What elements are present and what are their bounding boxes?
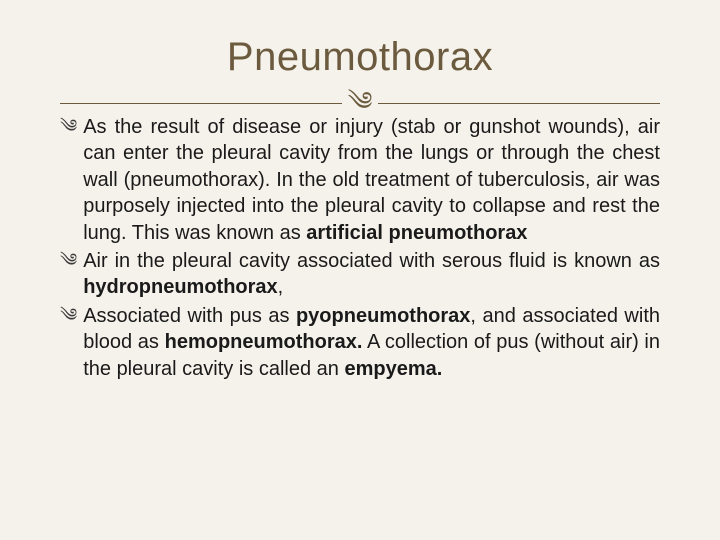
bullet-list: ༄As the result of disease or injury (sta…	[60, 114, 660, 382]
list-item: ༄As the result of disease or injury (sta…	[60, 114, 660, 246]
bullet-text: Air in the pleural cavity associated wit…	[83, 248, 660, 301]
title-divider: ༄	[60, 90, 660, 116]
bold-text: hydropneumothorax	[83, 276, 277, 298]
bold-text: pyopneumothorax	[296, 305, 470, 327]
list-item: ༄ Air in the pleural cavity associated wi…	[60, 248, 660, 301]
bullet-icon: ༄	[60, 248, 77, 272]
text-run: ,	[278, 276, 284, 298]
bullet-text: As the result of disease or injury (stab…	[83, 114, 660, 246]
list-item: ༄Associated with pus as pyopneumothorax,…	[60, 303, 660, 382]
text-run: Associated with pus as	[83, 305, 296, 327]
bold-text: empyema.	[344, 358, 442, 380]
text-run: Air in the pleural cavity associated wit…	[83, 250, 660, 272]
bullet-icon: ༄	[60, 114, 77, 138]
divider-line-right	[378, 103, 660, 104]
bold-text: artificial pneumothorax	[306, 222, 527, 244]
page-title: Pneumothorax	[60, 35, 660, 80]
flourish-icon: ༄	[342, 88, 379, 114]
bold-text: hemopneumothorax.	[165, 331, 363, 353]
bullet-text: Associated with pus as pyopneumothorax, …	[83, 303, 660, 382]
divider-line-left	[60, 103, 342, 104]
slide-container: Pneumothorax ༄ ༄As the result of disease…	[0, 0, 720, 540]
bullet-icon: ༄	[60, 303, 77, 327]
